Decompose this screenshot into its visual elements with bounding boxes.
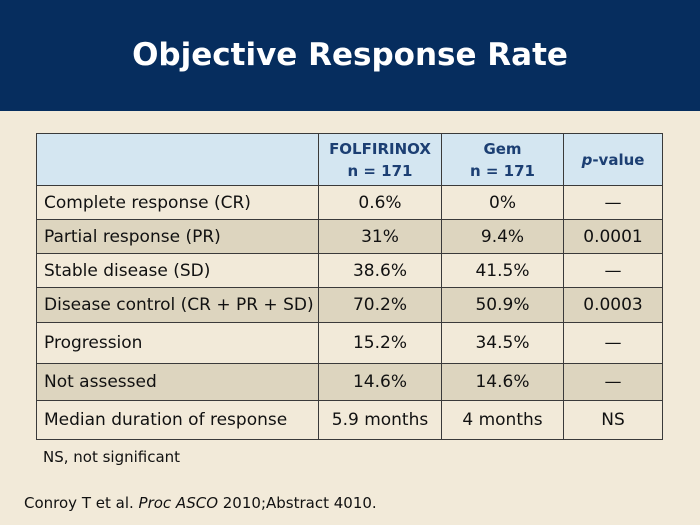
response-table: FOLFIRINOX n = 171 Gem n = 171 p-value C…	[36, 133, 663, 440]
citation-journal: Proc ASCO	[138, 494, 218, 512]
header-folfirinox-n: n = 171	[347, 161, 413, 180]
folfirinox-value: 5.9 months	[318, 400, 442, 440]
p-value: —	[563, 363, 663, 401]
folfirinox-value: 15.2%	[318, 322, 442, 364]
folfirinox-value: 70.2%	[318, 287, 442, 323]
gem-value: 9.4%	[441, 219, 564, 254]
header-p-italic: p	[581, 150, 593, 169]
footnote: NS, not significant	[43, 448, 181, 466]
gem-value: 4 months	[441, 400, 564, 440]
slide-title: Objective Response Rate	[132, 36, 568, 73]
header-folfirinox: FOLFIRINOX n = 171	[318, 133, 442, 186]
citation-rest: 2010;Abstract 4010.	[218, 494, 377, 512]
p-value: —	[563, 185, 663, 220]
p-value: 0.0003	[563, 287, 663, 323]
folfirinox-value: 0.6%	[318, 185, 442, 220]
row-label: Not assessed	[36, 363, 319, 401]
row-label: Partial response (PR)	[36, 219, 319, 254]
p-value: —	[563, 322, 663, 364]
header-gem-n: n = 171	[469, 161, 535, 180]
folfirinox-value: 14.6%	[318, 363, 442, 401]
row-label: Disease control (CR + PR + SD)	[36, 287, 319, 323]
header-p-rest: -value	[592, 150, 645, 169]
table-row: Progression 15.2% 34.5% —	[36, 322, 663, 364]
citation: Conroy T et al. Proc ASCO 2010;Abstract …	[24, 494, 377, 512]
gem-value: 14.6%	[441, 363, 564, 401]
p-value: NS	[563, 400, 663, 440]
table-row: Complete response (CR) 0.6% 0% —	[36, 185, 663, 220]
row-label: Stable disease (SD)	[36, 253, 319, 288]
header-gem: Gem n = 171	[441, 133, 564, 186]
p-value: —	[563, 253, 663, 288]
row-label: Median duration of response	[36, 400, 319, 440]
gem-value: 34.5%	[441, 322, 564, 364]
gem-value: 50.9%	[441, 287, 564, 323]
table-row: Not assessed 14.6% 14.6% —	[36, 363, 663, 401]
row-label: Complete response (CR)	[36, 185, 319, 220]
table-header-row: FOLFIRINOX n = 171 Gem n = 171 p-value	[36, 133, 663, 186]
header-p-value: p-value	[563, 133, 663, 186]
table-row: Median duration of response 5.9 months 4…	[36, 400, 663, 440]
gem-value: 41.5%	[441, 253, 564, 288]
folfirinox-value: 38.6%	[318, 253, 442, 288]
table-row: Partial response (PR) 31% 9.4% 0.0001	[36, 219, 663, 254]
title-bar: Objective Response Rate	[0, 0, 700, 111]
table-row: Disease control (CR + PR + SD) 70.2% 50.…	[36, 287, 663, 323]
folfirinox-value: 31%	[318, 219, 442, 254]
header-gem-name: Gem	[483, 139, 522, 158]
header-folfirinox-name: FOLFIRINOX	[329, 139, 431, 158]
citation-authors: Conroy T et al.	[24, 494, 139, 512]
header-blank-cell	[36, 133, 319, 186]
gem-value: 0%	[441, 185, 564, 220]
table-row: Stable disease (SD) 38.6% 41.5% —	[36, 253, 663, 288]
row-label: Progression	[36, 322, 319, 364]
p-value: 0.0001	[563, 219, 663, 254]
